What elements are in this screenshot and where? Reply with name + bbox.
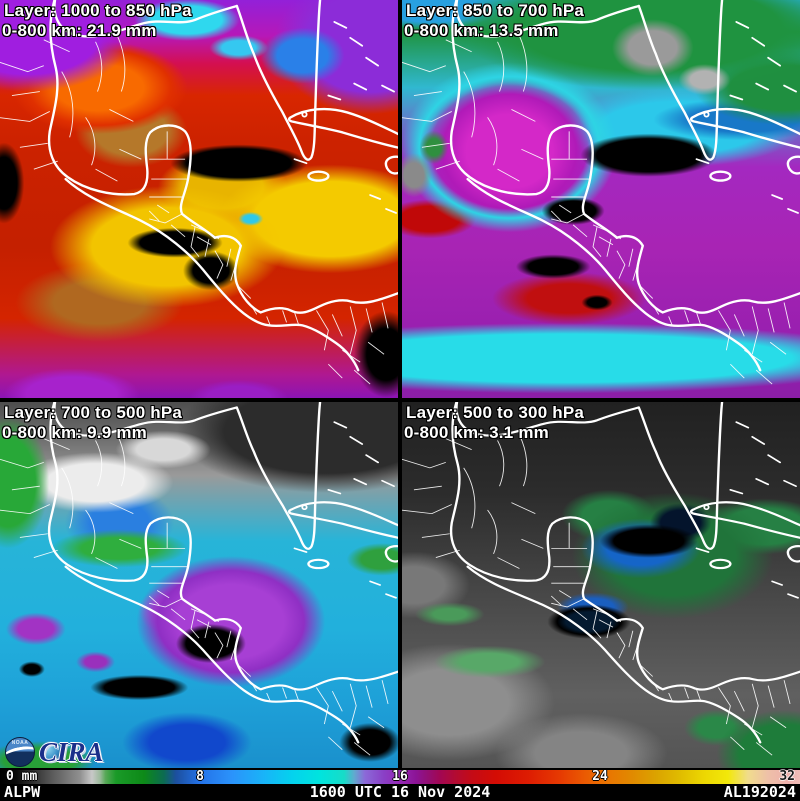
- layer-value-label: 0-800 km: 13.5 mm: [404, 21, 559, 40]
- precipitable-water-colorbar: 0 mm 8 16 24 32: [0, 768, 800, 784]
- coastline-overlay: [402, 402, 800, 768]
- cira-logo-icon: CIRA: [39, 737, 104, 767]
- colorbar-tick-16: 16: [392, 769, 408, 784]
- layer-value-label: 0-800 km: 9.9 mm: [2, 423, 147, 442]
- colorbar-tick-0mm: 0 mm: [6, 769, 38, 784]
- storm-id-label: AL192024: [723, 783, 796, 801]
- cira-logo-text: CIRA: [39, 737, 104, 767]
- status-bar: ALPW 1600 UTC 16 Nov 2024 AL192024: [0, 784, 800, 800]
- layer-range-label: Layer: 500 to 300 hPa: [406, 403, 585, 422]
- map-panel-850-700hPa: Layer: 850 to 700 hPa 0-800 km: 13.5 mm: [402, 0, 800, 398]
- coastline-overlay: [0, 0, 398, 398]
- layer-range-label: Layer: 1000 to 850 hPa: [4, 1, 192, 20]
- coastline-overlay: [402, 0, 800, 398]
- map-panel-700-500hPa: Layer: 700 to 500 hPa 0-800 km: 9.9 mm N…: [0, 402, 398, 768]
- agency-logos: NOAA CIRA: [5, 737, 104, 767]
- map-panel-500-300hPa: Layer: 500 to 300 hPa 0-800 km: 3.1 mm: [402, 402, 800, 768]
- colorbar-tick-32: 32: [779, 769, 795, 784]
- noaa-logo-text: NOAA: [11, 740, 29, 746]
- product-name-label: ALPW: [4, 783, 41, 801]
- layer-range-label: Layer: 700 to 500 hPa: [4, 403, 183, 422]
- layer-value-label: 0-800 km: 3.1 mm: [404, 423, 549, 442]
- colorbar-tick-8: 8: [196, 769, 204, 784]
- panel-label: Layer: 850 to 700 hPa 0-800 km: 13.5 mm: [404, 1, 585, 41]
- cira-globe-icon: [40, 741, 62, 763]
- coastline-overlay: [0, 402, 398, 768]
- noaa-logo-icon: NOAA: [5, 737, 35, 767]
- map-panel-1000-850hPa: Layer: 1000 to 850 hPa 0-800 km: 21.9 mm: [0, 0, 398, 398]
- panel-label: Layer: 1000 to 850 hPa 0-800 km: 21.9 mm: [2, 1, 192, 41]
- layer-value-label: 0-800 km: 21.9 mm: [2, 21, 157, 40]
- layer-range-label: Layer: 850 to 700 hPa: [406, 1, 585, 20]
- valid-time-label: 1600 UTC 16 Nov 2024: [309, 783, 491, 801]
- colorbar-tick-24: 24: [592, 769, 608, 784]
- panel-label: Layer: 700 to 500 hPa 0-800 km: 9.9 mm: [2, 403, 183, 443]
- panel-label: Layer: 500 to 300 hPa 0-800 km: 3.1 mm: [404, 403, 585, 443]
